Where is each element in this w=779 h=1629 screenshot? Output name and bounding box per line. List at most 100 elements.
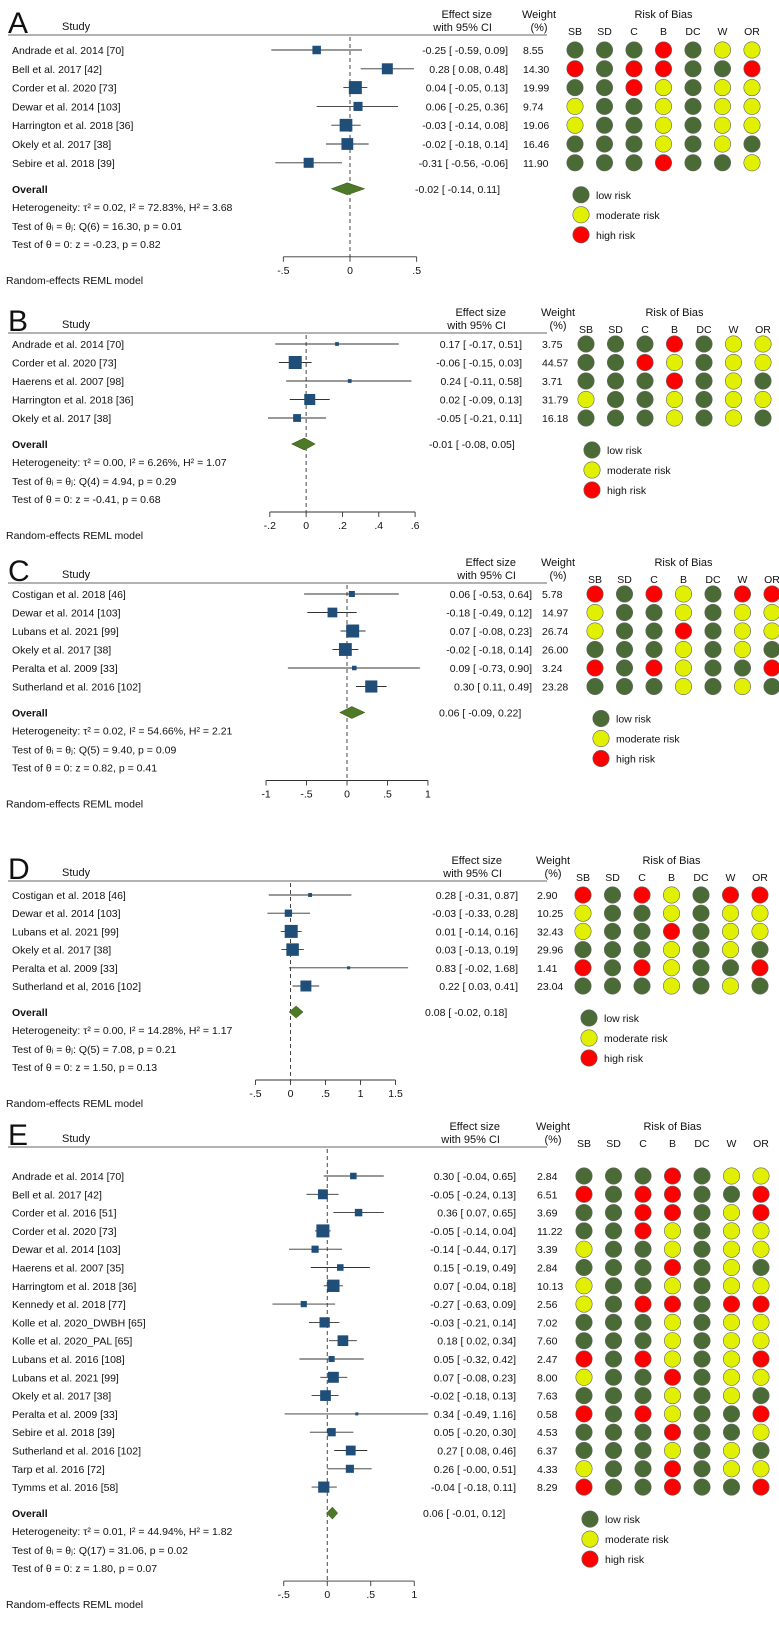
rob-dot-b [663, 1405, 681, 1423]
rob-dot-sb [577, 409, 595, 427]
rob-dot-dc [693, 1277, 711, 1295]
rob-dot-sd [606, 390, 624, 408]
study-name: Lubans et al. 2021 [99] [12, 926, 119, 938]
rob-dot-dc [692, 959, 710, 977]
rob-dot-or [752, 1332, 770, 1350]
legend-moderate-label: moderate risk [607, 465, 671, 477]
effect-ci-text: 0.06 [ -0.25, 0.36] [426, 101, 508, 113]
rob-dot-w [722, 1185, 740, 1203]
rob-dot-sb [566, 97, 584, 115]
rob-dot-or [751, 977, 769, 995]
rob-dot-w [722, 1167, 740, 1185]
test-z-text: Test of θ = 0: z = 1.80, p = 0.07 [12, 1563, 157, 1575]
study-name: Dewar et al. 2014 [103] [12, 101, 121, 113]
effect-square [286, 943, 299, 956]
rob-dot-sb [574, 904, 592, 922]
legend-high-dot [572, 226, 590, 244]
rob-dot-w [722, 1313, 740, 1331]
overall-diamond [339, 706, 366, 719]
rob-column-dc: DC [696, 324, 712, 336]
rob-dot-b [662, 941, 680, 959]
rob-dot-c [645, 585, 663, 603]
rob-dot-b [674, 640, 692, 658]
rob-dot-sd [604, 1405, 622, 1423]
rob-column-or: OR [752, 872, 768, 884]
rob-column-sd: SD [606, 1138, 621, 1150]
weight-header-1: Weight [541, 557, 575, 569]
rob-dot-c [625, 60, 643, 78]
rob-dot-c [645, 659, 663, 677]
study-row: Sutherland et al, 2016 [102] 0.22 [ 0.03,… [12, 977, 769, 995]
rob-dot-w [721, 904, 739, 922]
rob-dot-sb [566, 41, 584, 59]
weight-text: 32.43 [537, 926, 563, 938]
rob-dot-dc [693, 1460, 711, 1478]
legend-low-dot [572, 186, 590, 204]
rob-dot-c [636, 335, 654, 353]
effect-square [355, 1412, 359, 1416]
effect-square [311, 1245, 319, 1253]
rob-dot-sb [577, 372, 595, 390]
weight-text: 8.00 [537, 1372, 558, 1384]
rob-dot-or [743, 79, 761, 97]
study-row: Okely et al. 2017 [38] -0.02 [ -0.18, 0.1… [12, 135, 761, 153]
rob-dot-dc [695, 409, 713, 427]
rob-dot-w [724, 335, 742, 353]
rob-dot-sd [604, 1478, 622, 1496]
study-name: Lubans et al. 2021 [99] [12, 626, 119, 638]
x-tick-label: -.2 [264, 520, 276, 532]
weight-text: 5.78 [542, 589, 563, 601]
rob-dot-sd [595, 116, 613, 134]
effect-square [352, 665, 357, 671]
effect-square [308, 893, 313, 897]
weight-header-2: (%) [544, 868, 561, 880]
rob-dot-w [713, 135, 731, 153]
study-name: Haerens et al. 2007 [98] [12, 376, 124, 388]
rob-dot-sb [566, 135, 584, 153]
study-name: Costigan et al. 2018 [46] [12, 890, 126, 902]
study-name: Peralta et al. 2009 [33] [12, 963, 118, 975]
rob-dot-w [721, 941, 739, 959]
rob-column-sd: SD [597, 26, 612, 38]
rob-dot-sd [606, 409, 624, 427]
rob-dot-sd [603, 886, 621, 904]
rob-dot-sd [603, 922, 621, 940]
effect-header-1: Effect size [451, 855, 502, 867]
weight-text: 11.90 [523, 158, 549, 170]
weight-text: 31.79 [542, 395, 568, 407]
rob-dot-dc [693, 1442, 711, 1460]
legend-high-label: high risk [596, 230, 636, 242]
x-tick-label: 0 [344, 789, 350, 801]
study-header: Study [62, 867, 91, 879]
weight-text: 19.99 [523, 83, 549, 95]
rob-dot-or [754, 390, 772, 408]
rob-dot-c [634, 1295, 652, 1313]
overall-diamond [288, 1005, 304, 1019]
study-name: Tarp et al. 2016 [72] [12, 1464, 105, 1476]
rob-dot-or [751, 904, 769, 922]
rob-dot-dc [684, 41, 702, 59]
rob-dot-b [674, 659, 692, 677]
study-name: Sutherland et al. 2016 [102] [12, 682, 141, 694]
rob-dot-or [752, 1478, 770, 1496]
legend-moderate-dot [592, 729, 610, 747]
rob-column-sb: SB [576, 872, 590, 884]
legend-high-label: high risk [607, 485, 647, 497]
effect-square [341, 138, 354, 150]
heterogeneity-text: Heterogeneity: τ² = 0.02, I² = 72.83%, H… [12, 202, 233, 214]
rob-dot-b [663, 1259, 681, 1277]
rob-dot-dc [704, 659, 722, 677]
rob-dot-c [636, 390, 654, 408]
rob-dot-c [636, 409, 654, 427]
rob-dot-w [733, 640, 751, 658]
effect-square [350, 1172, 357, 1180]
rob-column-dc: DC [685, 26, 701, 38]
legend-low-dot [580, 1009, 598, 1027]
study-row: Sebire et al. 2018 [39] -0.31 [ -0.56, -0… [12, 154, 761, 172]
rob-dot-b [662, 977, 680, 995]
test-q-text: Test of θᵢ = θⱼ: Q(17) = 31.06, p = 0.02 [12, 1545, 188, 1557]
rob-dot-or [752, 1295, 770, 1313]
weight-text: 16.18 [542, 413, 568, 425]
panel-letter: D [8, 853, 30, 886]
weight-header-2: (%) [549, 320, 566, 332]
